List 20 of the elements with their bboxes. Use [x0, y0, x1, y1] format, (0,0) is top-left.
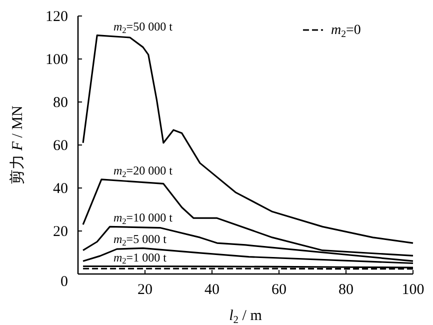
x-axis-title: l$_{2}$ / m — [229, 308, 262, 325]
y-axis-title: 剪力 F / MN — [9, 105, 26, 184]
series-label: m$_{2}$=5 000 t — [113, 232, 168, 248]
y-tick-label: 0 — [60, 274, 68, 290]
x-tick-label: 40 — [204, 282, 220, 298]
series-label: m$_{2}$=1 000 t — [113, 250, 168, 266]
x-tick-label: 100 — [402, 282, 424, 298]
x-tick-label: 80 — [338, 282, 354, 298]
y-tick-label: 60 — [53, 138, 68, 154]
legend-label: m$_{2}$=0 — [331, 23, 361, 40]
x-tick-label: 20 — [138, 282, 152, 298]
series-label: m$_{2}$=20 000 t — [113, 163, 174, 179]
series-label: m$_{2}$=10 000 t — [113, 210, 174, 226]
y-tick-label: 120 — [46, 9, 68, 25]
series-label: m$_{2}$=50 000 t — [113, 19, 174, 35]
x-tick-label: 60 — [272, 282, 286, 298]
y-tick-label: 20 — [53, 224, 68, 240]
y-tick-label: 100 — [46, 52, 68, 68]
y-tick-label: 80 — [53, 95, 68, 111]
y-tick-label: 40 — [53, 181, 68, 197]
